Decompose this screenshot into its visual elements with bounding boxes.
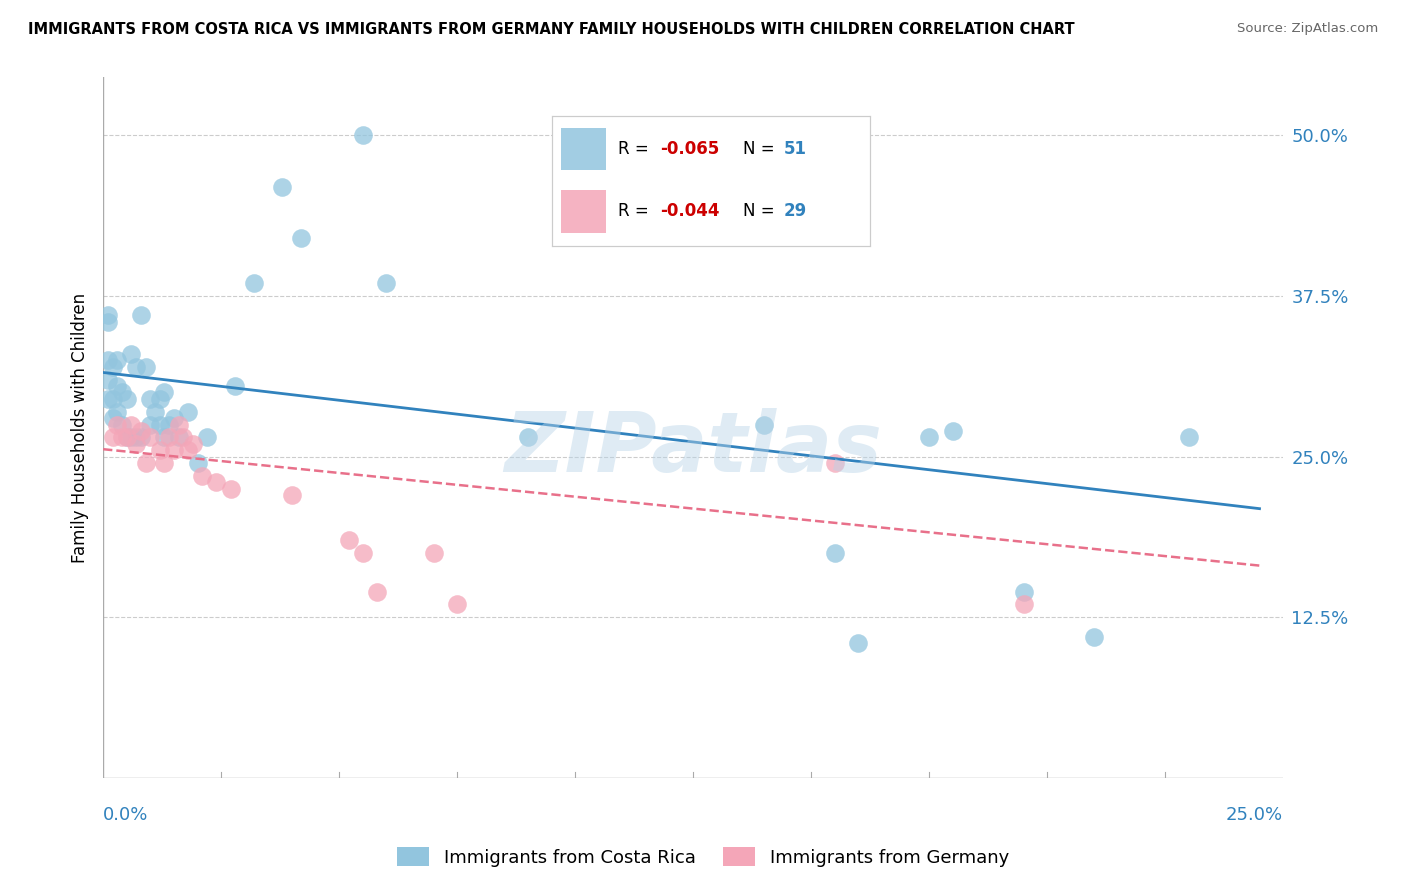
Point	[125, 437, 148, 451]
Point	[352, 128, 374, 143]
Point	[97, 353, 120, 368]
Point	[149, 392, 172, 406]
Point	[135, 359, 157, 374]
Point	[120, 417, 142, 432]
Point	[1083, 630, 1105, 644]
Point	[97, 392, 120, 406]
Point	[177, 404, 200, 418]
Point	[191, 469, 214, 483]
Point	[752, 417, 775, 432]
Point	[101, 411, 124, 425]
Point	[177, 443, 200, 458]
Point	[101, 430, 124, 444]
Point	[139, 417, 162, 432]
Point	[135, 456, 157, 470]
Point	[153, 430, 176, 444]
Point	[105, 417, 128, 432]
Point	[115, 392, 138, 406]
Point	[516, 430, 538, 444]
Point	[129, 430, 152, 444]
Text: 25.0%: 25.0%	[1226, 806, 1284, 824]
Point	[97, 372, 120, 386]
Point	[115, 430, 138, 444]
Point	[824, 546, 846, 560]
Point	[1012, 584, 1035, 599]
Point	[105, 404, 128, 418]
Y-axis label: Family Households with Children: Family Households with Children	[72, 293, 89, 563]
Point	[167, 430, 190, 444]
Point	[129, 308, 152, 322]
Point	[658, 135, 681, 149]
Point	[149, 417, 172, 432]
Text: 0.0%: 0.0%	[103, 806, 149, 824]
Point	[101, 359, 124, 374]
Point	[564, 173, 586, 187]
Point	[186, 456, 208, 470]
Point	[97, 315, 120, 329]
Point	[163, 411, 186, 425]
Point	[366, 584, 388, 599]
Point	[97, 308, 120, 322]
Text: Source: ZipAtlas.com: Source: ZipAtlas.com	[1237, 22, 1378, 36]
Point	[115, 430, 138, 444]
Point	[111, 385, 134, 400]
Point	[846, 636, 869, 650]
Point	[375, 276, 398, 290]
Point	[219, 482, 242, 496]
Point	[163, 443, 186, 458]
Point	[824, 456, 846, 470]
Point	[172, 430, 194, 444]
Point	[149, 443, 172, 458]
Text: IMMIGRANTS FROM COSTA RICA VS IMMIGRANTS FROM GERMANY FAMILY HOUSEHOLDS WITH CHI: IMMIGRANTS FROM COSTA RICA VS IMMIGRANTS…	[28, 22, 1074, 37]
Point	[139, 392, 162, 406]
Point	[105, 353, 128, 368]
Point	[153, 385, 176, 400]
Point	[101, 392, 124, 406]
Point	[352, 546, 374, 560]
Point	[446, 598, 468, 612]
Point	[195, 430, 218, 444]
Point	[918, 430, 941, 444]
Point	[125, 430, 148, 444]
Point	[337, 533, 360, 548]
Point	[111, 417, 134, 432]
Point	[111, 430, 134, 444]
Point	[105, 379, 128, 393]
Point	[243, 276, 266, 290]
Point	[422, 546, 444, 560]
Point	[224, 379, 246, 393]
Point	[942, 424, 965, 438]
Point	[157, 417, 180, 432]
Point	[281, 488, 304, 502]
Point	[205, 475, 228, 490]
Point	[271, 179, 294, 194]
Point	[120, 347, 142, 361]
Point	[157, 430, 180, 444]
Point	[167, 417, 190, 432]
Point	[120, 430, 142, 444]
Point	[1012, 598, 1035, 612]
Point	[143, 404, 166, 418]
Point	[1177, 430, 1199, 444]
Point	[125, 359, 148, 374]
Legend: Immigrants from Costa Rica, Immigrants from Germany: Immigrants from Costa Rica, Immigrants f…	[389, 840, 1017, 874]
Point	[181, 437, 204, 451]
Point	[290, 231, 312, 245]
Point	[129, 424, 152, 438]
Point	[139, 430, 162, 444]
Text: ZIPatlas: ZIPatlas	[505, 409, 882, 489]
Point	[153, 456, 176, 470]
